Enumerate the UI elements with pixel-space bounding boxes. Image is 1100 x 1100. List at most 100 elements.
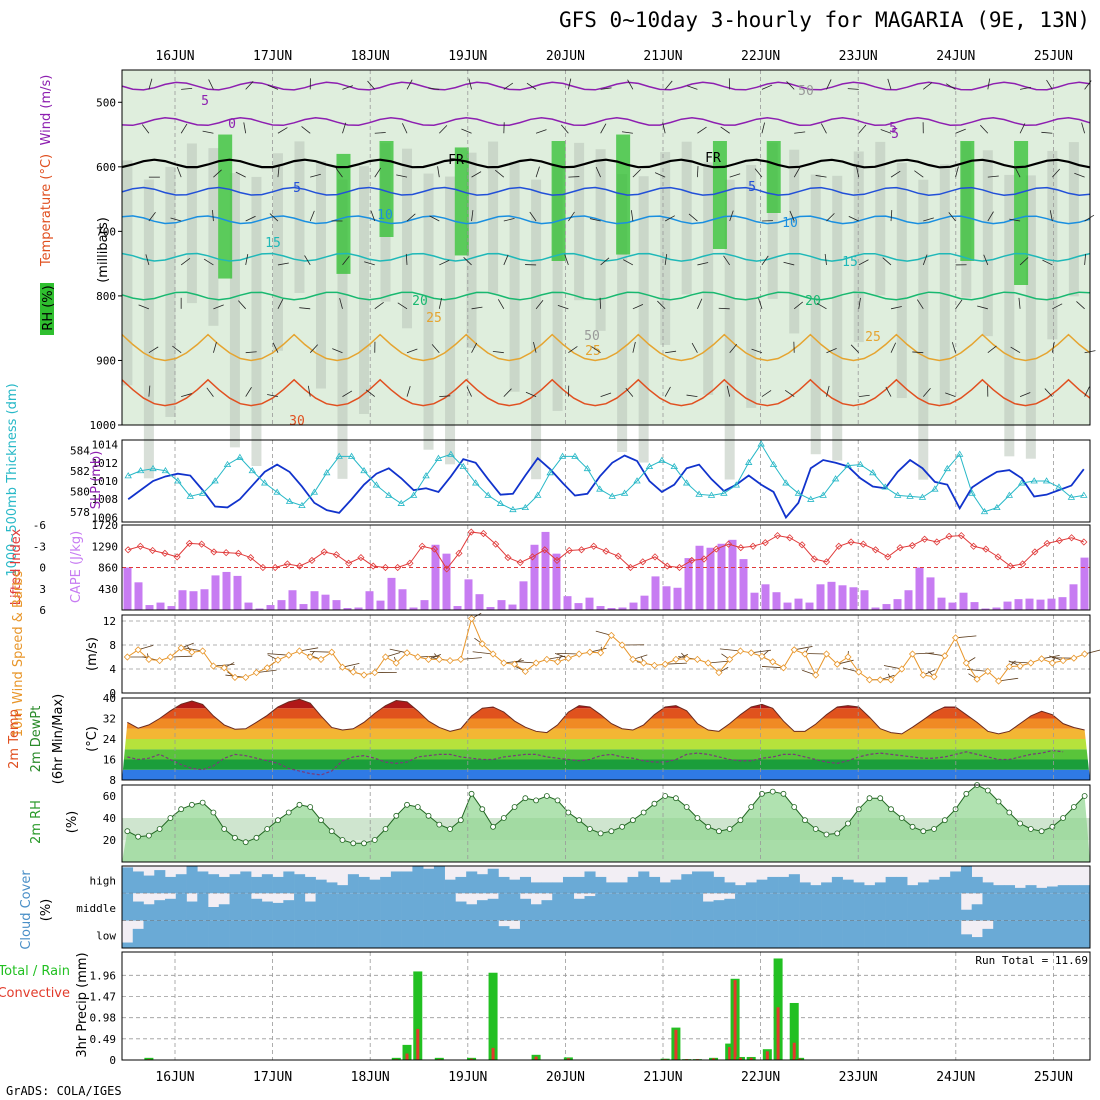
slp-tick: 1008 <box>92 493 119 506</box>
cloud-bar-high <box>1068 885 1080 894</box>
wind-speed-point <box>403 649 411 657</box>
thickness-point <box>136 466 145 474</box>
cloud-bar-middle <box>175 893 187 921</box>
cape-bar <box>310 591 319 610</box>
cloud-bar-high <box>735 885 747 894</box>
wind-barb <box>723 255 731 266</box>
cloud-bar-low <box>476 920 488 948</box>
rh-point <box>1017 820 1023 827</box>
cloud-bar-high <box>154 870 166 894</box>
cloud-bar-high <box>799 882 811 894</box>
wind-barb <box>697 298 703 309</box>
rh-shade-column <box>982 150 993 337</box>
cloud-bar-high <box>423 868 435 894</box>
cloud-bar-high <box>638 871 650 894</box>
frame-thickness <box>121 439 1091 523</box>
cape-bar <box>706 547 715 610</box>
cloud-bar-low <box>369 920 381 948</box>
wind-barb <box>664 80 673 90</box>
wind-barb <box>1010 346 1021 354</box>
cloud-bar-middle <box>186 901 198 921</box>
cloud-bar-high <box>971 876 983 894</box>
temp-band <box>122 759 1090 770</box>
wind-speed-point <box>457 655 465 663</box>
rh2m-unit-label: (%) <box>65 811 80 834</box>
thickness-point <box>893 491 902 498</box>
wind-barb <box>463 256 472 266</box>
cloud-bar-middle <box>122 893 134 921</box>
cloud-bar-high <box>713 876 725 894</box>
contour-label: 5 <box>748 180 756 195</box>
rh-point <box>737 817 744 824</box>
wind-barb <box>148 346 159 354</box>
cape-bar <box>651 576 660 610</box>
cloud-bar-middle <box>552 893 564 921</box>
cloud-bar-middle <box>433 893 445 921</box>
rh-shade-column <box>272 153 283 351</box>
cape-tick: 1290 <box>92 540 119 553</box>
wind-barb <box>820 123 827 134</box>
wind-barb <box>729 344 738 353</box>
cloud-bar-high <box>982 882 994 894</box>
cape-bar <box>904 590 913 610</box>
thickness-point <box>558 452 567 459</box>
wind-barb <box>955 166 959 178</box>
wind-barb <box>600 392 612 397</box>
thickness-point <box>335 452 343 459</box>
wind-barb <box>525 391 537 397</box>
cloud-bar-high <box>874 882 886 894</box>
thickness-point <box>372 481 381 488</box>
contour-label: FR <box>448 153 464 168</box>
contour-label: 50 <box>584 329 600 344</box>
cape-bar <box>343 608 352 610</box>
wind-barb <box>987 345 997 354</box>
wind-speed-point <box>424 655 433 663</box>
rh-shade-column <box>445 176 456 465</box>
thickness-point <box>459 462 467 470</box>
wind-speed-point <box>220 664 228 672</box>
slp-tick: 1010 <box>92 475 119 488</box>
rh-shade-column <box>681 141 692 295</box>
cloud-bar-low <box>498 926 510 948</box>
thickness-point <box>695 490 703 497</box>
cloud-bar-low <box>122 942 134 948</box>
wind-barb <box>213 169 222 178</box>
cloud-bar-middle <box>347 893 359 921</box>
wind-barb <box>945 392 956 397</box>
rh-point <box>834 830 841 837</box>
rh-point <box>769 788 776 795</box>
cape-bar <box>497 600 506 610</box>
lifted-index-point <box>1055 537 1063 545</box>
temp-band <box>122 749 1090 760</box>
wind-barb <box>623 259 634 266</box>
cloud-bar-low <box>960 934 972 948</box>
lifted-index-point <box>345 559 353 567</box>
thickness-point <box>682 479 691 486</box>
rh-point <box>1027 826 1034 832</box>
lifted-index-point <box>443 565 451 573</box>
wind-barb <box>625 387 634 397</box>
wind-barb <box>364 261 375 266</box>
cape-bar <box>695 545 704 610</box>
wind-speed-point <box>500 659 508 667</box>
frame-precip <box>121 951 1091 1061</box>
temp-tick: 32 <box>103 713 116 726</box>
lifted-index-point <box>737 544 745 552</box>
cloud-bar-high <box>552 882 564 894</box>
wind-barb <box>784 389 795 397</box>
cloud-bar-middle <box>369 893 381 921</box>
wind-speed-point <box>833 660 841 668</box>
thickness-point <box>298 501 306 508</box>
lifted-index-point <box>185 539 193 547</box>
cloud-bar-low <box>756 920 768 948</box>
thickness-point <box>1030 477 1038 484</box>
lifted-index-point <box>149 546 157 555</box>
cloud-bar-low <box>874 920 886 948</box>
wind-barb <box>560 124 569 134</box>
cloud-bar-low <box>982 928 994 948</box>
wind-speed-point <box>489 650 497 658</box>
thickness-point <box>323 469 331 476</box>
cloud-bar-low <box>692 920 704 948</box>
wind-speed-point <box>177 644 185 652</box>
panel-thickness-slp <box>124 440 1088 522</box>
